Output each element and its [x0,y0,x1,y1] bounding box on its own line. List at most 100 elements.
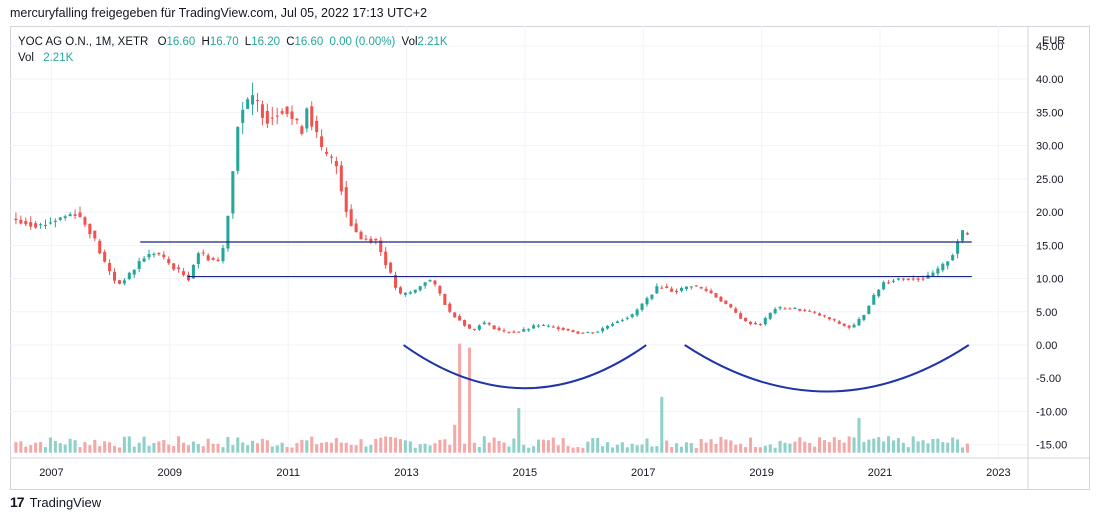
tradingview-brand[interactable]: TradingView [29,494,102,510]
candle-body [43,224,48,226]
volume-bar [98,446,102,453]
candle-body [778,307,782,309]
volume-bar [359,439,363,453]
tradingview-logo-icon[interactable]: 17 [10,494,25,510]
volume-bar [423,443,427,453]
price-axis-tick: 10.00 [1036,274,1064,286]
candle-body [561,327,565,330]
volume-bar [29,445,33,453]
candle-body [586,331,590,333]
volume-bar [448,444,452,453]
volume-bar [744,447,748,453]
candle-body [453,312,457,318]
time-axis-tick: 2015 [513,467,537,479]
candle-body [709,290,713,294]
volume-bar [374,438,378,453]
candle-body [334,161,338,167]
price-axis-tick: 45.00 [1036,41,1064,53]
volume-bar [191,441,195,453]
candle-body [270,117,274,119]
volume-bar [813,446,817,453]
candle-body [14,218,18,221]
candle-body [137,261,141,270]
volume-bar [714,443,718,453]
candle-body [630,314,634,318]
candle-body [729,304,733,308]
volume-bar [349,444,353,453]
candle-body [260,104,264,118]
candle-body [936,268,940,274]
candle-body [191,265,195,279]
candle-body [379,240,383,253]
volume-bar [724,439,728,453]
volume-bar [201,446,205,453]
candle-body [127,272,131,280]
volume-bar [300,439,304,453]
volume-bar [906,447,910,453]
volume-bar [177,436,181,453]
volume-bar [172,445,176,453]
candle-body [808,310,812,312]
volume-bar [58,443,62,453]
candle-body [147,253,151,258]
volume-bar [428,445,432,453]
volume-bar [418,444,422,453]
candle-body [384,251,388,266]
volume-bar [965,443,969,453]
candle-body [398,287,403,294]
volume-bar [832,437,836,453]
candle-body [887,282,891,284]
candle-body [93,230,97,239]
volume-bar [650,446,654,453]
volume-bar [467,347,472,453]
candle-body [122,280,126,284]
volume-bar [275,445,279,453]
volume-bar [847,436,851,453]
candle-body [19,219,23,224]
volume-bar [926,443,930,453]
volume-bar [753,447,757,453]
price-axis-tick: -15.00 [1036,440,1067,452]
volume-bar [216,443,220,453]
candle-body [132,269,136,275]
candle-body [655,286,659,294]
candle-body [601,328,605,332]
candle-body [689,286,693,288]
volume-bar [591,438,595,453]
volume-bar [502,442,506,453]
volume-bar [679,446,684,453]
volume-bar [73,440,77,453]
candle-body [162,254,166,258]
volume-bar [635,445,639,453]
price-axis-tick: 25.00 [1036,174,1064,186]
candle-body [527,328,531,331]
volume-legend-label: Vol [18,52,34,64]
candle-body [556,327,560,330]
volume-bar [329,442,333,453]
candle-body [255,100,260,102]
candle-body [186,274,191,281]
legend-low: 16.20 [251,36,280,48]
candle-body [665,286,669,289]
volume-bar [413,447,417,453]
candle-body [773,309,777,314]
candle-body [24,220,28,225]
cup-arc [403,344,647,390]
volume-bar [532,446,536,453]
candle-body [758,324,762,326]
candle-body [251,95,255,105]
volume-bar [709,439,713,453]
volume-bar [827,442,831,453]
candle-body [433,280,437,285]
candle-body [408,292,412,294]
volume-bar [487,442,491,453]
candle-body [305,108,309,129]
volume-bar [936,438,940,453]
volume-bar [512,438,516,453]
candle-body [201,252,205,254]
candle-body [477,325,481,330]
volume-bar [729,440,733,453]
volume-bar [443,439,447,453]
volume-bar [492,437,496,453]
